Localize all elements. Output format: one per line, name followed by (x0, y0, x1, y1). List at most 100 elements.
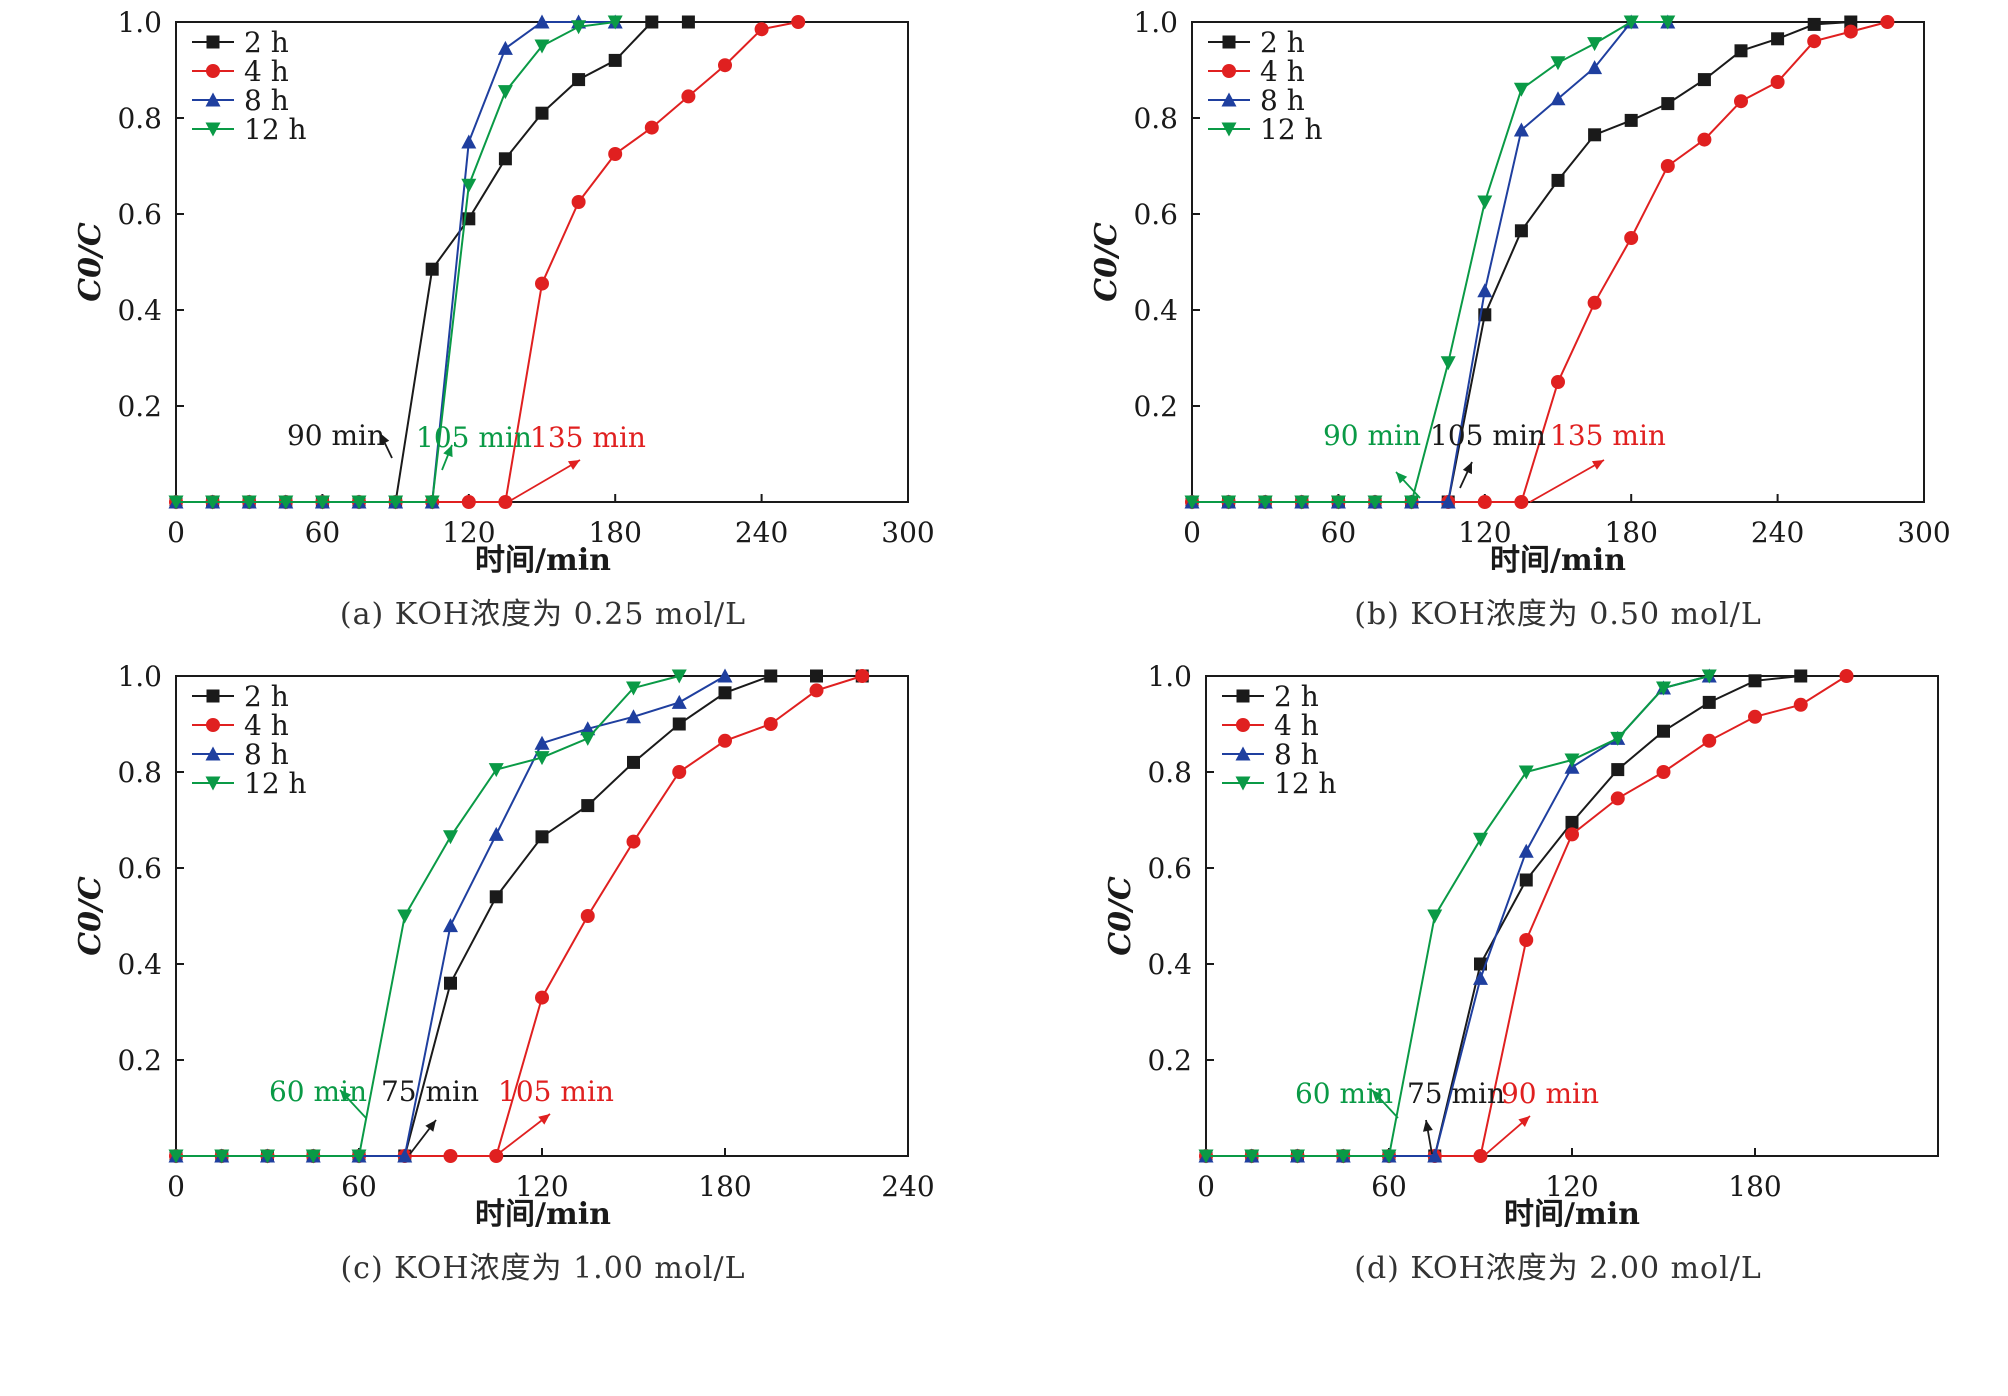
data-point (1513, 122, 1529, 137)
legend-label: 8 h (244, 738, 289, 771)
data-point (645, 15, 659, 29)
data-point (1514, 224, 1528, 238)
data-point (1514, 495, 1529, 509)
data-point (1550, 91, 1566, 106)
data-point (1660, 159, 1675, 173)
legend-swatch-marker (206, 689, 220, 703)
data-point (397, 1148, 413, 1163)
legend-swatch-marker (206, 64, 220, 78)
data-point (1519, 933, 1534, 947)
annotation-arrow-head (1518, 1116, 1530, 1127)
y-tick-label: 0.4 (117, 294, 162, 327)
x-tick-label: 120 (442, 516, 495, 549)
data-point (443, 918, 458, 933)
data-point (1807, 34, 1822, 49)
legend-swatch-marker (1236, 718, 1250, 732)
data-point (397, 909, 413, 924)
data-point (1660, 15, 1676, 30)
y-axis-label: C0/C (1103, 876, 1138, 956)
data-point (260, 1149, 275, 1164)
data-point (1513, 82, 1529, 97)
data-point (1221, 495, 1237, 510)
y-tick-label: 0.8 (1133, 102, 1178, 135)
data-point (305, 1149, 321, 1164)
data-point (1844, 15, 1858, 29)
panel-caption: (a) KOH浓度为 0.25 mol/L (340, 597, 746, 632)
legend-swatch-marker (1221, 122, 1237, 137)
x-tick-label: 0 (1197, 1170, 1215, 1203)
data-point (241, 495, 257, 510)
data-point (535, 830, 549, 844)
y-tick-label: 0.6 (117, 198, 162, 231)
data-point (1839, 669, 1854, 683)
data-point (534, 39, 550, 54)
data-point (1734, 94, 1748, 109)
data-point (717, 668, 733, 683)
annotation-arrow-head (340, 1090, 352, 1102)
data-point (1257, 495, 1273, 510)
data-point (1610, 791, 1625, 806)
data-point (1427, 909, 1443, 924)
y-tick-label: 1.0 (117, 660, 162, 693)
annotation-arrow-head (380, 433, 390, 446)
y-tick-label: 0.2 (1133, 390, 1178, 423)
y-axis-label: C0/C (73, 876, 108, 956)
legend-swatch-marker (205, 776, 221, 791)
data-point (488, 763, 504, 778)
data-point (443, 830, 458, 845)
data-point (580, 731, 596, 746)
legend-swatch-marker (206, 718, 220, 732)
annotation-arrow-head (1396, 472, 1408, 484)
legend-swatch-marker (1221, 92, 1237, 107)
x-tick-label: 0 (1183, 516, 1201, 549)
x-tick-label: 120 (515, 1170, 568, 1203)
data-point (681, 89, 696, 104)
data-point (351, 1149, 367, 1164)
data-point (461, 178, 477, 193)
data-point (535, 990, 549, 1005)
data-point (1657, 724, 1670, 738)
y-tick-label: 1.0 (117, 6, 162, 39)
x-tick-label: 0 (167, 1170, 185, 1203)
annotation-arrow-head (1372, 1090, 1384, 1102)
data-point (214, 1149, 230, 1164)
y-tick-label: 0.8 (117, 756, 162, 789)
data-point (763, 717, 778, 731)
x-tick-label: 180 (1604, 516, 1657, 549)
data-point (571, 195, 586, 209)
x-axis-label: 时间/min (475, 543, 611, 578)
data-point (497, 85, 513, 100)
panel-caption: (c) KOH浓度为 1.00 mol/L (340, 1251, 745, 1286)
data-point (1518, 765, 1534, 780)
series-12h (168, 669, 687, 1164)
data-point (764, 669, 778, 683)
data-point (1565, 815, 1579, 829)
data-point (754, 22, 769, 37)
y-axis-label: C0/C (1089, 222, 1124, 302)
x-tick-label: 60 (1321, 516, 1357, 549)
data-point (425, 262, 439, 276)
data-point (1610, 731, 1626, 746)
legend-swatch-marker (1235, 776, 1251, 791)
legend-label: 2 h (244, 680, 289, 713)
data-point (351, 495, 367, 510)
data-point (791, 15, 806, 29)
data-point (444, 976, 457, 990)
data-point (1198, 1149, 1214, 1164)
chart-panel-d: 0 60 120 180 0.2 0.4 0.6 0.8 1.0 时间/min C0/C 2 h4 h… (1103, 660, 1939, 1286)
data-point (608, 147, 623, 161)
data-point (1427, 1148, 1443, 1163)
data-point (1473, 970, 1488, 985)
x-tick-label: 240 (1751, 516, 1804, 549)
y-tick-label: 0.2 (1147, 1044, 1192, 1077)
y-tick-label: 0.4 (1133, 294, 1178, 327)
data-point (1477, 283, 1493, 298)
annotation-arrow-head (538, 1114, 550, 1125)
breakthrough-annotation: 90 min (287, 419, 385, 452)
series-line (1192, 21, 1668, 503)
data-point (1564, 753, 1580, 768)
data-point (534, 751, 550, 766)
legend-label: 8 h (244, 84, 289, 117)
y-tick-label: 0.6 (1147, 852, 1192, 885)
data-point (1697, 132, 1712, 147)
